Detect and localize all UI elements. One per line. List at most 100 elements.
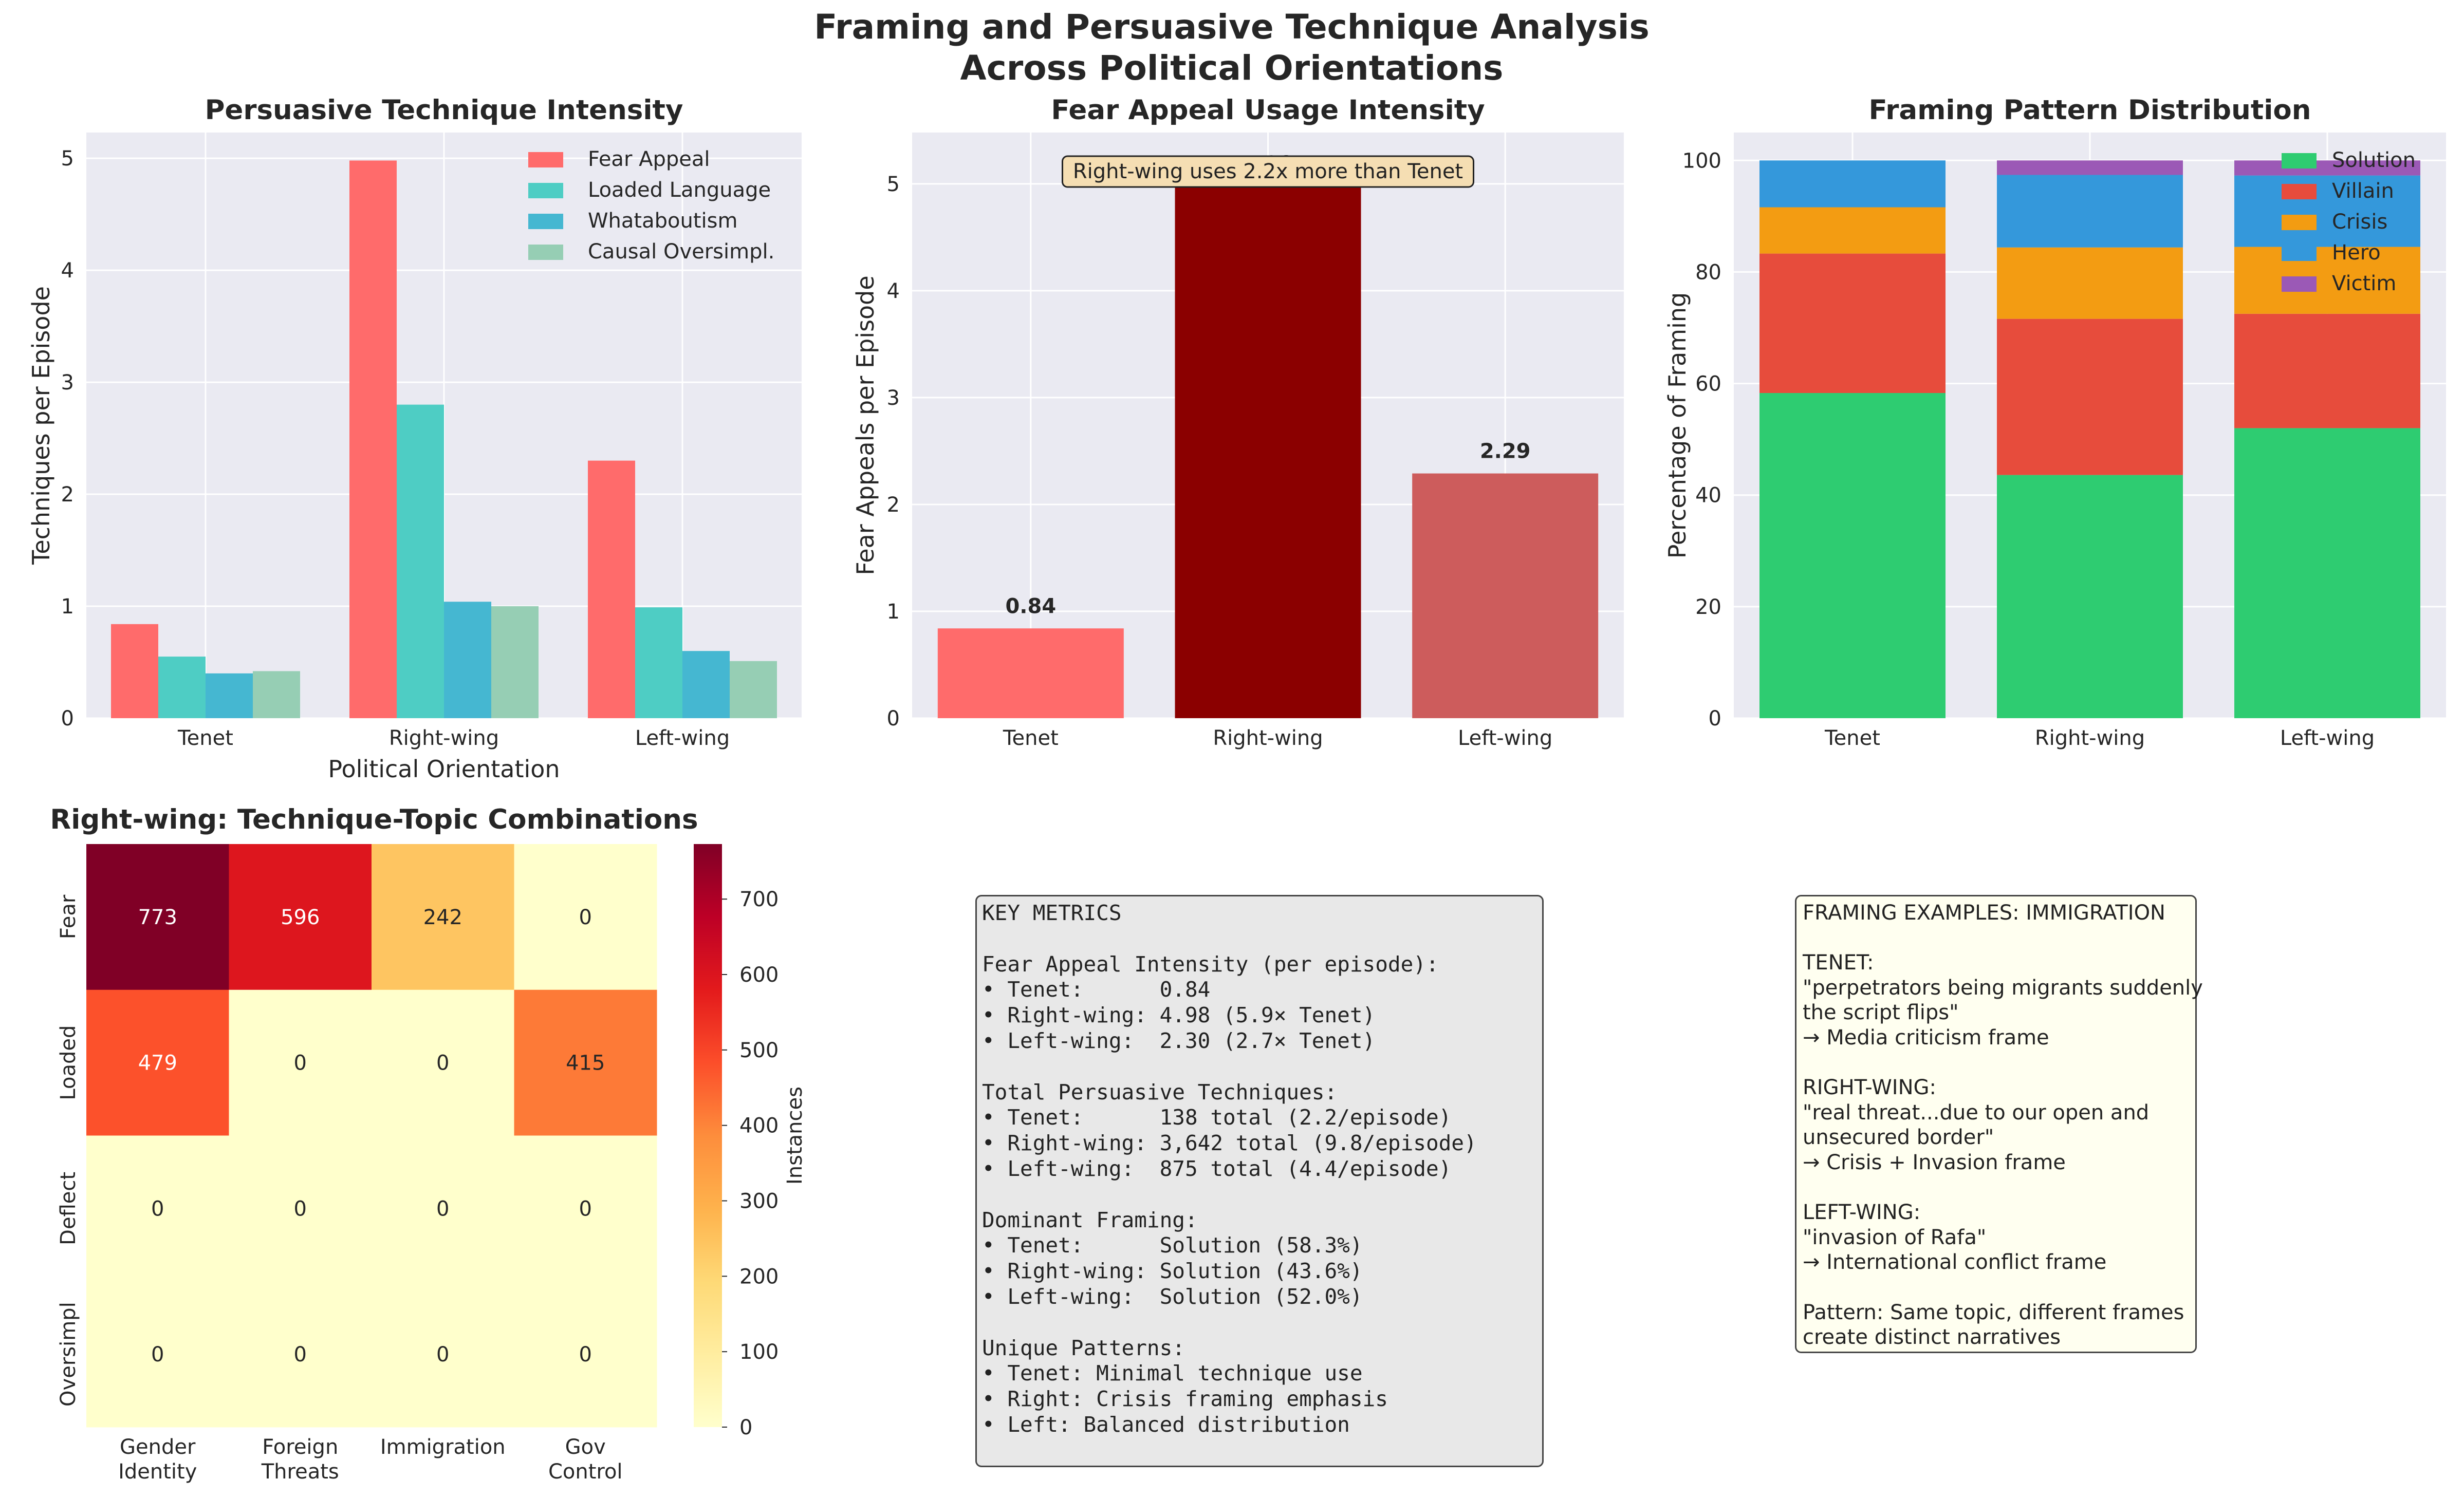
chart4-colorbar-tick-label: 700 (739, 888, 779, 911)
chart1-bar (206, 673, 253, 718)
chart3-bar-segment (2234, 247, 2420, 314)
framing-examples-line (1803, 926, 2189, 951)
chart4-cell-value: 773 (138, 906, 177, 929)
chart1-ylabel: Techniques per Episode (27, 286, 55, 565)
chart1-bar (635, 607, 682, 718)
chart4-col-label: Control (548, 1460, 623, 1484)
technique-topic-heatmap: 773 596 242 0 479 0 0 415 0 0 0 0 0 0 0 0 Fear Loaded Defl… (50, 804, 807, 1484)
chart3-legend-label: Solution (2332, 148, 2416, 172)
chart3-legend-label: Victim (2332, 272, 2396, 295)
chart4-colorbar (694, 844, 722, 1427)
chart4-cell (372, 844, 514, 990)
chart1-bar (158, 657, 206, 718)
chart4-col-label: Identity (118, 1460, 197, 1484)
chart1-bar (730, 661, 777, 718)
chart3-legend-label: Villain (2332, 179, 2394, 203)
chart3-ytick-label: 100 (1682, 149, 1721, 173)
chart2-ytick-label: 1 (887, 600, 900, 624)
chart1-ytick-label: 5 (61, 147, 74, 171)
framing-examples-line: create distinct narratives (1803, 1325, 2061, 1350)
chart2-ytick-label: 4 (887, 279, 900, 303)
chart1-title: Persuasive Technique Intensity (205, 95, 683, 126)
chart4-colorbar-tick-label: 500 (739, 1039, 779, 1062)
chart1-legend-swatch (528, 183, 563, 198)
framing-examples-box: FRAMING EXAMPLES: IMMIGRATION TENET: "perp… (1795, 895, 2203, 1353)
chart4-colorbar-tick-label: 200 (739, 1265, 779, 1288)
chart1-xtick-label: Tenet (177, 726, 233, 750)
chart4-cell-value: 0 (579, 1197, 592, 1221)
chart4-cell (514, 989, 657, 1136)
chart3-legend-swatch (2282, 246, 2317, 261)
chart3-bar-segment (1997, 247, 2183, 319)
chart4-col-label: Immigration (380, 1435, 506, 1459)
chart4-col-label: Gov (565, 1435, 606, 1459)
chart2-ylabel: Fear Appeals per Episode (851, 275, 879, 575)
chart2-ytick-label: 5 (887, 173, 900, 196)
chart1-legend-swatch (528, 152, 563, 167)
chart3-legend-swatch (2282, 276, 2317, 292)
framing-examples-line: FRAMING EXAMPLES: IMMIGRATION (1803, 901, 2165, 925)
chart3-ytick-label: 80 (1695, 260, 1721, 284)
chart1-legend-swatch (528, 245, 563, 260)
chart3-bar-segment (1759, 207, 1946, 254)
chart1-legend-label: Whataboutism (588, 209, 737, 233)
chart3-legend-label: Crisis (2332, 210, 2387, 234)
chart4-row-label: Deflect (57, 1172, 80, 1245)
chart1-bar (253, 671, 300, 718)
figure-title-line-2: Across Political Orientations (960, 48, 1504, 88)
chart2-xtick-label: Right-wing (1213, 726, 1323, 750)
framing-examples-line: → Media criticism frame (1803, 1025, 2049, 1050)
chart2-ytick-label: 3 (887, 386, 900, 410)
chart3-bar-segment (2234, 160, 2420, 176)
key-metrics-line: • Tenet: 0.84 (982, 977, 1211, 1002)
chart4-cell-value: 0 (294, 1052, 307, 1075)
key-metrics-line: • Right-wing: 4.98 (5.9× Tenet) (982, 1003, 1376, 1028)
chart3-bar-segment (2234, 428, 2420, 718)
key-metrics-line: • Right: Crisis framing emphasis (982, 1387, 1388, 1412)
chart3-legend-label: Hero (2332, 241, 2381, 265)
framing-examples-line: "perpetrators being migrants suddenly (1803, 976, 2203, 1000)
chart3-ylabel: Percentage of Framing (1663, 292, 1691, 559)
chart1-bar (682, 651, 730, 718)
chart3-bar-segment (1759, 393, 1946, 718)
chart4-row-label: Fear (57, 894, 80, 939)
chart4-col-label: Foreign (262, 1435, 338, 1459)
chart3-ytick-label: 0 (1709, 707, 1721, 731)
framing-examples-line: the script flips" (1803, 1001, 1959, 1025)
chart1-bar (349, 160, 397, 719)
chart4-cell (86, 1135, 229, 1282)
chart1-ytick-label: 4 (61, 259, 74, 283)
chart4-cell (372, 989, 514, 1136)
chart4-row-label: Oversimpl (57, 1302, 80, 1407)
chart4-cell (372, 1281, 514, 1428)
chart3-xtick-label: Left-wing (2280, 726, 2375, 750)
chart2-title: Fear Appeal Usage Intensity (1051, 95, 1485, 126)
chart4-cell-value: 415 (566, 1052, 605, 1075)
persuasive-technique-chart: 0 1 2 3 4 5 Tenet Right-wing Left-wing Persuasive… (27, 95, 802, 783)
chart1-legend-label: Causal Oversimpl. (588, 240, 774, 264)
chart3-bar-segment (1759, 253, 1946, 394)
chart1-ytick-label: 0 (61, 707, 74, 731)
framing-examples-line: "invasion of Rafa" (1803, 1225, 1987, 1249)
chart2-annotation-box (1062, 155, 1474, 188)
chart4-colorbar-tick-label: 0 (739, 1416, 752, 1439)
framing-examples-line: LEFT-WING: (1803, 1201, 1921, 1225)
chart4-cell-value: 0 (436, 1343, 449, 1366)
key-metrics-line: Dominant Framing: (982, 1207, 1198, 1232)
chart4-cell-value: 0 (436, 1197, 449, 1221)
chart3-bar-segment (2234, 175, 2420, 247)
chart4-cell-value: 0 (151, 1343, 164, 1366)
chart2-annotation: Right-wing uses 2.2x more than Tenet (1073, 160, 1463, 183)
chart4-row-label: Loaded (57, 1025, 80, 1100)
chart4-cell-value: 0 (436, 1052, 449, 1075)
key-metrics-line: • Left: Balanced distribution (982, 1412, 1350, 1437)
key-metrics-line: • Left-wing: 2.30 (2.7× Tenet) (982, 1028, 1376, 1053)
chart1-ytick-label: 3 (61, 371, 74, 395)
chart4-cell (372, 1135, 514, 1282)
chart3-ytick-label: 60 (1695, 372, 1721, 396)
chart3-ytick-label: 40 (1695, 484, 1721, 508)
framing-examples-line: → International conflict frame (1803, 1250, 2107, 1275)
chart3-legend-swatch (2282, 184, 2317, 199)
figure-title-line-1: Framing and Persuasive Technique Analysi… (814, 7, 1650, 47)
key-metrics-line: Total Persuasive Techniques: (982, 1079, 1338, 1104)
